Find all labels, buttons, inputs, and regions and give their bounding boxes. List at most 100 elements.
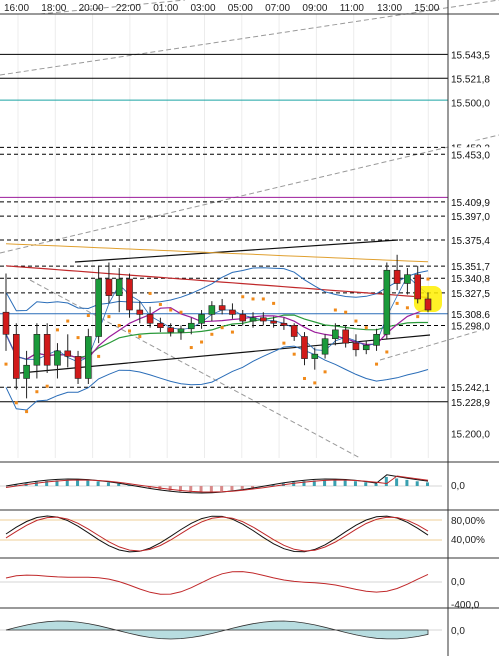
trend-line [0,134,499,254]
candle-body [352,342,360,351]
psar-dot [272,301,276,305]
psar-dot [230,330,234,334]
y-tick-label: 15.500,0 [451,98,490,109]
grid [17,14,429,458]
price-label-bg [449,285,499,299]
candle-body [167,327,174,333]
macd-histogram-bar [65,480,69,486]
orange-ma [5,243,429,263]
candle-body [115,278,123,296]
macd-histogram-bar [55,480,59,486]
candle-body [414,274,422,300]
psar-dot [35,390,39,394]
trend-line [379,324,499,361]
indicator-label: 0,0 [451,577,465,588]
x-tick-label: 13:00 [377,3,402,14]
candle-body [54,350,61,366]
psar-dot [220,326,224,330]
psar-dot [25,410,29,414]
channel-upper [74,239,399,263]
macd-histogram-bar [323,480,327,486]
psar-dot [282,341,286,345]
x-tick-label: 22:00 [116,3,141,14]
candle-body [146,314,154,324]
candle-body [208,305,216,315]
psar-dot [189,346,193,350]
psar-dot [138,335,142,339]
psar-dot [45,384,49,388]
indicator-label: 80,00% [451,516,485,527]
psar-dot [385,350,389,354]
macd-histogram-bar [271,484,275,486]
price-label-bg [449,71,499,85]
macd-histogram-bar [168,486,172,491]
macd-histogram-bar [34,481,38,486]
y-tick-label: 15.200,0 [451,430,490,441]
macd-histogram-bar [178,486,182,492]
x-tick-label: 03:00 [191,3,216,14]
candle-body [342,329,349,344]
candle-body [260,317,267,322]
psar-dot [179,310,183,314]
macd-histogram-bar [96,481,100,486]
momentum-area [5,620,429,640]
price-levels: 15.543,515.521,815.459,215.453,015.409,9… [0,47,499,409]
indicator-panels: 0,0 80,00% 40,00% 0,0 -400,0 0,0 [0,461,499,640]
candle-body [301,336,308,359]
candle-body [280,322,288,326]
candle-body [157,322,164,328]
price-level-label: 15.521,8 [451,74,490,85]
channel-lower [19,334,431,374]
cci-line [5,571,429,595]
x-tick-label: 11:00 [340,3,365,14]
x-tick-label: 15:00 [414,3,439,14]
psar-dot [292,352,296,356]
candle-body [239,314,247,322]
candle-body [177,328,185,333]
macd-histogram-bar [405,479,409,486]
price-level-label: 15.453,0 [451,150,490,161]
candle-body [424,298,432,311]
psar-dot [117,323,121,327]
candle-body [12,333,20,379]
psar-dot [55,328,59,332]
candle-body [33,333,41,366]
psar-dot [364,326,368,330]
price-level-label: 15.308,6 [451,310,490,321]
psar-dot [395,301,399,305]
bollinger-upper [5,267,429,312]
candle-body [383,269,391,335]
candle-body [311,353,319,359]
red-ma [5,265,429,299]
psar-dot [302,376,306,380]
psar-dot [76,336,80,340]
x-tick-label: 07:00 [265,3,290,14]
price-level-label: 15.375,4 [451,236,490,247]
psar-dot [169,308,173,312]
psar-dot [333,308,337,312]
trend-lines [0,0,499,459]
macd-histogram-bar [220,486,224,492]
price-label-bg [449,380,499,394]
indicator-label: -400,0 [451,600,480,611]
price-level-label: 15.228,9 [451,398,490,409]
macd-histogram-bar [292,482,296,486]
macd-histogram-bar [189,486,193,492]
macd-histogram-bar [230,486,234,491]
candle-body [2,311,10,335]
macd-histogram-bar [343,480,347,486]
psar-dot [107,315,111,319]
psar-dot [14,401,18,405]
psar-dot [4,362,8,366]
candle-body [85,336,92,379]
candle-body [74,356,82,379]
x-tick-label: 05:00 [228,3,253,14]
price-level-label: 15.543,5 [451,50,490,61]
macd-histogram-bar [209,486,213,492]
macd-histogram-bar [45,480,49,486]
candle-body [321,338,329,355]
price-level-label: 15.351,7 [451,262,490,273]
price-label-bg [449,259,499,273]
